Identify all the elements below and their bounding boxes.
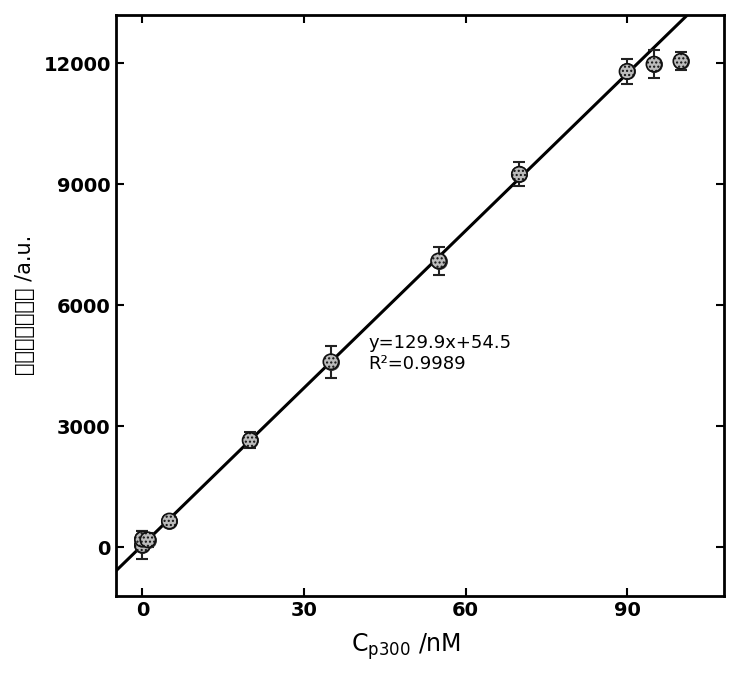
Point: [325, 356, 337, 367]
Point: [142, 535, 154, 545]
Point: [621, 66, 633, 77]
Point: [163, 516, 175, 526]
Point: [245, 435, 256, 446]
Text: C$_{\rm p300}$ /nM: C$_{\rm p300}$ /nM: [352, 631, 461, 662]
Text: y=129.9x+54.5
R²=0.9989: y=129.9x+54.5 R²=0.9989: [369, 334, 512, 373]
Point: [675, 56, 687, 67]
Point: [137, 534, 149, 545]
Point: [648, 59, 660, 70]
Point: [433, 256, 445, 267]
Y-axis label: 电化学发光强度 /a.u.: 电化学发光强度 /a.u.: [15, 235, 35, 375]
Point: [137, 539, 149, 550]
Point: [514, 169, 525, 180]
